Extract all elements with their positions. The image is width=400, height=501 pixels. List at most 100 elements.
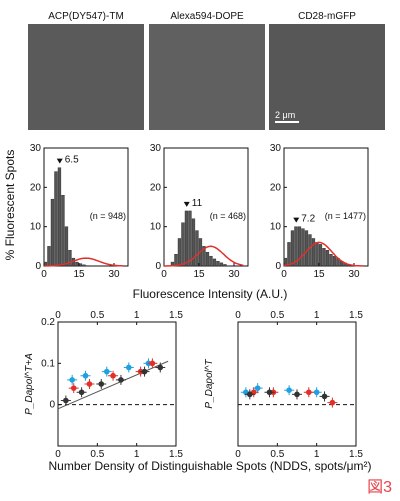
histogram-bar	[68, 250, 72, 267]
histogram-bar	[311, 238, 316, 267]
y-tick-label: 0	[35, 261, 41, 272]
y-tick-label: 0	[155, 261, 161, 272]
fit-curve	[164, 245, 244, 267]
y-tick-label: 0.1	[41, 358, 55, 369]
histogram-bar	[61, 194, 65, 267]
x-tick-label-top: 1.5	[349, 310, 363, 321]
peak-marker	[293, 217, 300, 223]
histogram-bar	[301, 228, 305, 267]
histogram-bar	[209, 255, 213, 267]
n-label: (n = 1477)	[325, 211, 366, 221]
data-point	[98, 381, 105, 387]
y-tick-label: 30	[150, 143, 162, 154]
histogram-bar	[332, 255, 337, 267]
x-tick-label: 0	[161, 269, 167, 280]
histogram-bar	[47, 246, 51, 267]
peak-label: 6.5	[65, 155, 79, 166]
x-tick-label-top: 1	[314, 310, 320, 321]
data-point	[254, 385, 261, 391]
x-tick-label: 30	[108, 269, 120, 280]
histogram-bar	[54, 171, 58, 267]
x-tick-label: 1	[314, 449, 320, 460]
histogram-bar	[294, 226, 298, 267]
histogram-bar	[82, 264, 86, 267]
plot-frame	[57, 321, 177, 447]
histogram-bar	[318, 244, 323, 267]
data-point	[103, 368, 110, 375]
data-point	[70, 385, 77, 391]
histogram-bar	[216, 261, 220, 267]
scatter-xlabel: Number Density of Distinguishable Spots …	[48, 459, 371, 473]
histogram-bar	[195, 230, 199, 267]
data-point	[321, 393, 328, 400]
x-tick-label: 30	[348, 269, 360, 280]
y-tick-label: 30	[270, 143, 282, 154]
histogram-bar	[308, 234, 312, 267]
scatter-row: 000.50.5111.51.500.10.2P_Dapol^T+A000.50…	[24, 310, 363, 460]
histogram-row: 0 10 20 30 0 15 30 6.5 (n = 948) 0 10 20 30 0 15 30 11 (n…	[30, 143, 369, 280]
histogram-bar	[290, 230, 295, 267]
plot-frame	[237, 321, 357, 447]
scatter-panel-1: 0 0 0.5 0.5 1 1 1.5 1.5 0 0.1 0.2 P_Dapol^T+A	[24, 310, 183, 460]
micrograph-panels: ACP(DY547)-TM Alexa594-DOPE CD28-mGFP 2 …	[28, 11, 385, 130]
micrograph-title: ACP(DY547)-TM	[48, 11, 124, 22]
histogram-bar	[64, 226, 69, 267]
histogram-bar	[205, 252, 210, 267]
fit-line	[57, 360, 169, 410]
data-point	[141, 368, 148, 375]
y-axis-label: P_Dapol^T+A	[24, 353, 35, 415]
n-label: (n = 948)	[90, 211, 126, 221]
y-tick-label: 0.2	[41, 317, 55, 328]
data-point	[110, 372, 116, 379]
histogram-bar	[219, 262, 224, 267]
histogram-bar	[322, 248, 326, 267]
histogram-bar	[191, 218, 196, 267]
x-tick-label-top: 0.5	[270, 310, 284, 321]
y-tick-label: 20	[30, 182, 42, 193]
x-tick-label: 15	[313, 269, 325, 280]
x-tick-label: 0	[41, 269, 47, 280]
data-point	[247, 391, 253, 398]
data-point	[86, 381, 93, 387]
histogram-bar	[181, 222, 185, 267]
fit-curve	[44, 257, 124, 267]
y-tick-label: 10	[30, 222, 42, 233]
x-tick-label: 1	[134, 449, 140, 460]
y-tick-label: 10	[150, 222, 162, 233]
histogram-2: 0 10 20 30 0 15 30 11 (n = 468)	[150, 143, 249, 280]
x-tick-label: 0	[281, 269, 287, 280]
x-tick-label: 30	[228, 269, 240, 280]
hist-xlabel: Fluorescence Intensity (A.U.)	[133, 287, 288, 301]
x-tick-label: 0	[235, 449, 241, 460]
peak-label: 7.2	[301, 214, 315, 225]
histogram-bar	[304, 230, 309, 267]
x-tick-label: 15	[193, 269, 205, 280]
histogram-3: 0 10 20 30 0 15 30 7.2 (n = 1477)	[270, 143, 369, 280]
x-tick-label: 1.5	[169, 449, 183, 460]
data-point	[306, 389, 312, 396]
micrograph-title: CD28-mGFP	[298, 11, 356, 22]
micrograph-3	[269, 24, 385, 130]
x-tick-label-top: 0	[55, 310, 61, 321]
histogram-bar	[174, 253, 178, 267]
peak-label: 11	[192, 198, 203, 209]
micrograph-2	[149, 24, 265, 130]
data-point	[286, 387, 292, 394]
peak-marker	[56, 158, 63, 164]
micrograph-1	[28, 24, 144, 130]
x-tick-label: 0.5	[90, 449, 104, 460]
figure-label: 図3	[367, 479, 392, 496]
data-point	[118, 377, 124, 383]
data-point	[69, 377, 75, 383]
histogram-bar	[177, 238, 182, 267]
data-point	[266, 389, 273, 396]
histogram-bar	[50, 198, 55, 267]
y-tick-label: 0	[49, 400, 55, 411]
histogram-bar	[188, 210, 192, 267]
histogram-bar	[202, 246, 206, 267]
histogram-bar	[315, 242, 319, 267]
data-point	[78, 389, 85, 396]
scatter-panel-2: 0 0 0.5 0.5 1 1 1.5 1.5 P_Dapol^T	[204, 310, 363, 460]
data-point	[313, 389, 320, 396]
